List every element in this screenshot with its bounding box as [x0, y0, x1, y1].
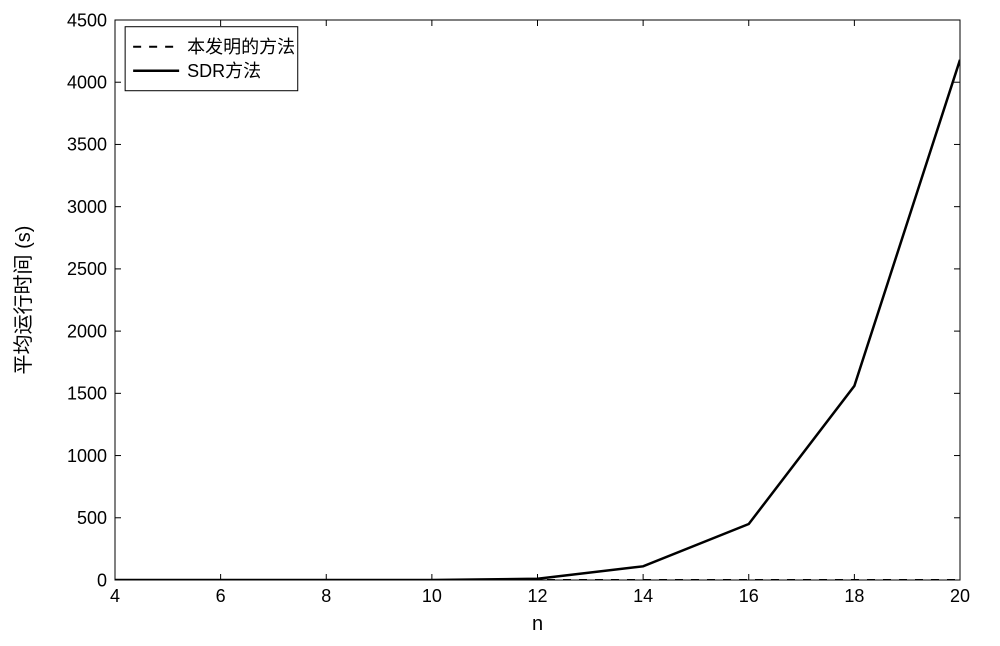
legend-label-1: SDR方法 — [187, 61, 261, 81]
chart-bg — [0, 0, 1000, 646]
y-tick-label: 1500 — [67, 384, 107, 404]
chart-svg: 4 6 8 10 12 14 16 18 20 0 500 1000 1500 2000 2500 3000 3… — [0, 0, 1000, 646]
x-tick-label: 14 — [633, 586, 653, 606]
x-tick-label: 10 — [422, 586, 442, 606]
x-tick-label: 8 — [321, 586, 331, 606]
y-tick-label: 4000 — [67, 73, 107, 93]
y-tick-label: 500 — [77, 508, 107, 528]
x-tick-label: 4 — [110, 586, 120, 606]
legend-label-0: 本发明的方法 — [187, 37, 295, 57]
y-tick-label: 2500 — [67, 259, 107, 279]
y-tick-label: 0 — [97, 570, 107, 590]
y-axis-label: 平均运行时间 (s) — [12, 226, 35, 375]
x-tick-label: 6 — [216, 586, 226, 606]
x-tick-label: 16 — [739, 586, 759, 606]
y-tick-label: 3000 — [67, 197, 107, 217]
y-tick-label: 2000 — [67, 321, 107, 341]
x-tick-label: 20 — [950, 586, 970, 606]
y-tick-label: 1000 — [67, 446, 107, 466]
chart-container: 4 6 8 10 12 14 16 18 20 0 500 1000 1500 2000 2500 3000 3… — [0, 0, 1000, 646]
x-tick-label: 12 — [527, 586, 547, 606]
y-tick-label: 4500 — [67, 10, 107, 30]
y-tick-label: 3500 — [67, 135, 107, 155]
x-tick-label: 18 — [844, 586, 864, 606]
x-axis-label: n — [532, 613, 543, 635]
